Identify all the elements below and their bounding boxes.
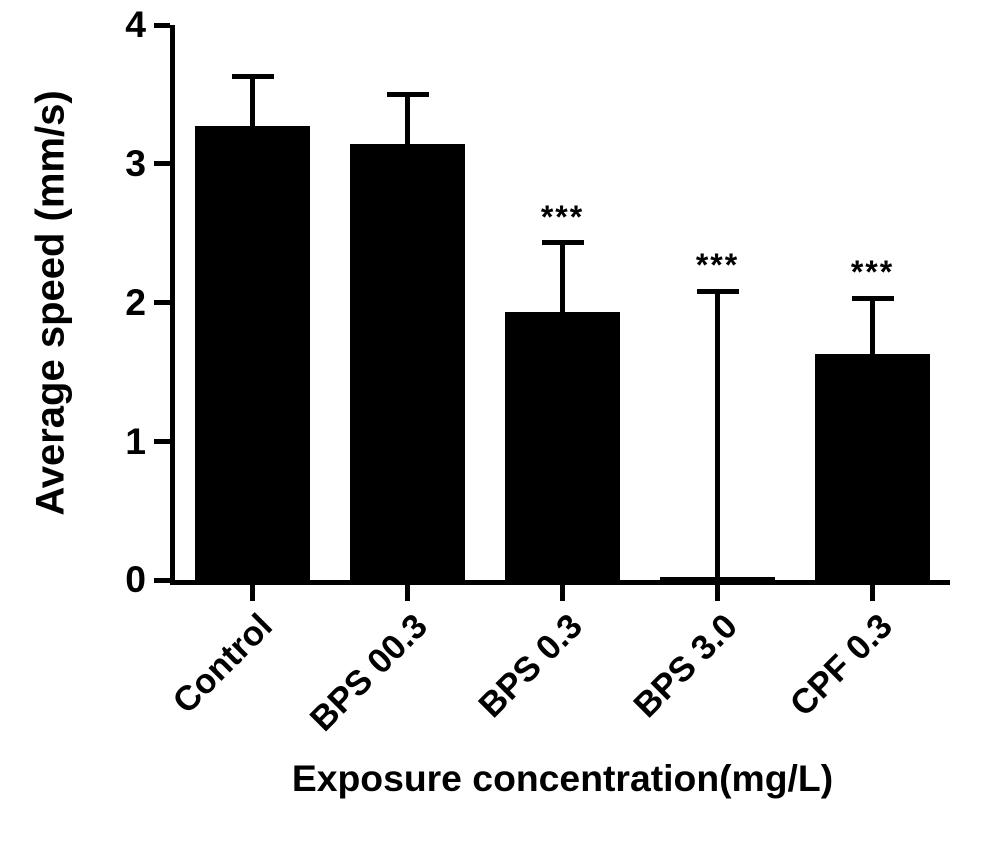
bar <box>815 354 930 580</box>
y-tick-label: 2 <box>86 284 146 321</box>
y-tick <box>154 23 170 28</box>
significance-label: *** <box>503 201 623 233</box>
significance-label: *** <box>813 256 933 288</box>
error-bar-cap <box>852 296 894 301</box>
x-axis-title: Exposure concentration(mg/L) <box>175 760 950 797</box>
x-tick <box>715 585 720 601</box>
error-bar-stem <box>250 76 255 126</box>
y-tick <box>154 578 170 583</box>
y-tick-label: 0 <box>86 561 146 598</box>
y-tick-label: 4 <box>86 6 146 43</box>
bar <box>195 126 310 580</box>
error-bar-stem <box>560 243 565 312</box>
y-tick <box>154 439 170 444</box>
bar <box>350 144 465 580</box>
error-bar-stem <box>715 291 720 577</box>
y-tick-label: 1 <box>86 423 146 460</box>
y-axis-line <box>170 25 175 585</box>
x-tick <box>560 585 565 601</box>
error-bar-cap <box>697 289 739 294</box>
bar-chart: 01234ControlBPS 00.3***BPS 0.3***BPS 3.0… <box>0 0 1000 817</box>
significance-label: *** <box>658 249 778 281</box>
error-bar-stem <box>405 94 410 144</box>
error-bar-cap <box>232 74 274 79</box>
y-tick <box>154 300 170 305</box>
x-tick <box>250 585 255 601</box>
x-tick <box>870 585 875 601</box>
y-tick <box>154 161 170 166</box>
error-bar-stem <box>870 298 875 354</box>
error-bar-cap <box>387 92 429 97</box>
y-tick-label: 3 <box>86 145 146 182</box>
bar <box>660 577 775 580</box>
bar <box>505 312 620 580</box>
y-axis-title: Average speed (mm/s) <box>30 25 70 580</box>
x-tick <box>405 585 410 601</box>
error-bar-cap <box>542 240 584 245</box>
